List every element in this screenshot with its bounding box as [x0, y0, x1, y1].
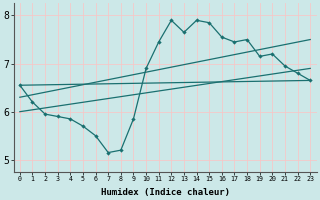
X-axis label: Humidex (Indice chaleur): Humidex (Indice chaleur) — [100, 188, 229, 197]
